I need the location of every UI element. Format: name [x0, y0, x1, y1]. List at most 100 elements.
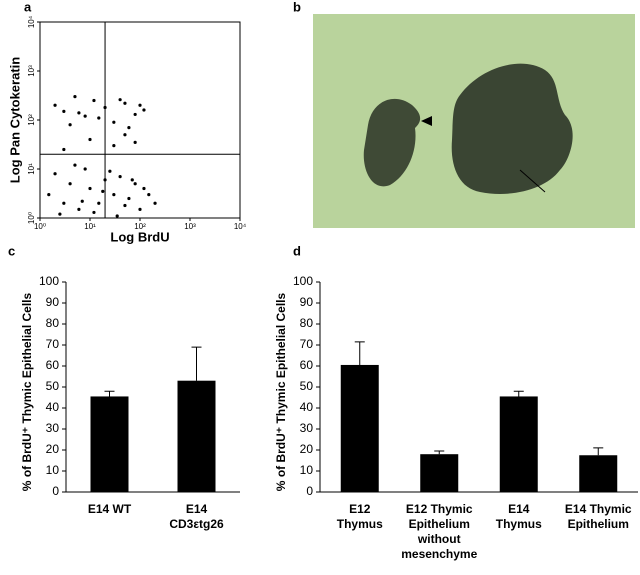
- dot: [83, 114, 87, 118]
- y-tick-label: 80: [300, 316, 314, 330]
- x-tick-label: E14: [508, 502, 530, 516]
- dot: [77, 111, 81, 115]
- dot: [88, 186, 92, 191]
- dot: [123, 203, 127, 208]
- dot: [73, 163, 77, 167]
- panel-label: b: [293, 0, 301, 14]
- dot: [97, 201, 101, 205]
- bar: [579, 455, 618, 492]
- y-tick-label: 10: [46, 463, 60, 477]
- y-tick-label: 90: [300, 295, 314, 309]
- y-tick-label: 60: [46, 358, 60, 372]
- dot: [112, 144, 116, 148]
- dot: [92, 210, 96, 215]
- x-tick-label: E12 Thymic: [406, 502, 473, 516]
- dot: [83, 167, 87, 171]
- dot: [133, 140, 137, 144]
- y-tick-label: 10⁴: [27, 15, 36, 28]
- dot: [138, 103, 142, 107]
- y-tick-label: 100: [39, 274, 59, 288]
- x-tick-label: 10⁰: [34, 222, 46, 231]
- dot: [58, 212, 62, 216]
- y-tick-label: 10³: [27, 65, 36, 77]
- dot: [68, 182, 72, 186]
- y-tick-label: 50: [46, 379, 60, 393]
- dot: [108, 169, 112, 173]
- dot: [53, 103, 57, 107]
- y-tick-label: 20: [300, 442, 314, 456]
- dot: [80, 199, 84, 203]
- bar: [340, 364, 379, 492]
- dot: [112, 193, 116, 197]
- error-bar: [434, 450, 445, 455]
- error-bar: [191, 346, 202, 381]
- dot: [147, 193, 151, 197]
- dot: [130, 178, 134, 182]
- dot: [142, 108, 146, 112]
- y-tick-label: 40: [46, 400, 60, 414]
- dot: [92, 98, 96, 103]
- y-tick-label: 20: [46, 442, 60, 456]
- bar: [420, 454, 459, 492]
- y-tick-label: 80: [46, 316, 60, 330]
- dot: [127, 196, 131, 201]
- y-tick-label: 10²: [27, 114, 36, 126]
- x-tick-label: 10³: [184, 222, 196, 231]
- y-tick-label: 40: [300, 400, 314, 414]
- x-tick-label: Thymus: [337, 517, 383, 531]
- dot: [97, 116, 101, 120]
- x-tick-label: Epithelium: [568, 517, 629, 531]
- x-tick-label: E14 WT: [88, 502, 132, 516]
- photo-panel: [313, 14, 635, 228]
- dot: [62, 201, 66, 205]
- dot: [118, 174, 122, 179]
- x-tick-label: CD3εtg26: [169, 517, 224, 531]
- dot: [123, 133, 127, 137]
- y-tick-label: 60: [300, 358, 314, 372]
- dot: [103, 178, 107, 182]
- dot: [103, 105, 107, 110]
- dot: [62, 109, 66, 113]
- dot: [68, 123, 72, 127]
- y-tick-label: 100: [293, 274, 313, 288]
- dot: [123, 101, 127, 105]
- dot: [62, 147, 66, 152]
- dot: [153, 201, 157, 205]
- dot: [77, 207, 81, 211]
- x-tick-label: Epithelium: [409, 517, 470, 531]
- dot: [127, 125, 131, 130]
- x-tick-label: 10¹: [84, 222, 96, 231]
- dot: [115, 214, 119, 218]
- x-tick-label: E12: [349, 502, 371, 516]
- pointer-line: [519, 169, 546, 193]
- error-bar: [513, 390, 524, 397]
- dot: [88, 137, 92, 142]
- x-tick-label: without: [417, 532, 461, 546]
- x-tick-label: 10⁴: [234, 222, 247, 231]
- error-bar: [593, 447, 604, 456]
- y-tick-label: 0: [306, 484, 313, 498]
- y-tick-label: 30: [300, 421, 314, 435]
- y-tick-label: 90: [46, 295, 60, 309]
- y-tick-label: 10⁰: [27, 212, 36, 224]
- dot: [133, 182, 137, 186]
- y-tick-label: 70: [46, 337, 60, 351]
- panel-label: c: [8, 243, 15, 258]
- dot: [101, 189, 105, 193]
- y-tick-label: 10¹: [27, 163, 36, 175]
- x-tick-label: mesenchyme: [401, 547, 477, 561]
- x-tick-label: E14: [186, 502, 208, 516]
- y-axis-label: Log Pan Cytokeratin: [7, 57, 22, 183]
- dot: [53, 172, 57, 176]
- dot: [47, 193, 51, 197]
- explant-small: [363, 98, 421, 187]
- x-axis-label: Log BrdU: [110, 229, 169, 244]
- dot: [112, 120, 116, 124]
- x-tick-label: E14 Thymic: [565, 502, 632, 516]
- bar: [177, 380, 216, 492]
- bar: [90, 396, 129, 492]
- bar: [499, 396, 538, 492]
- y-tick-label: 10: [300, 463, 314, 477]
- arrowhead: [421, 116, 432, 126]
